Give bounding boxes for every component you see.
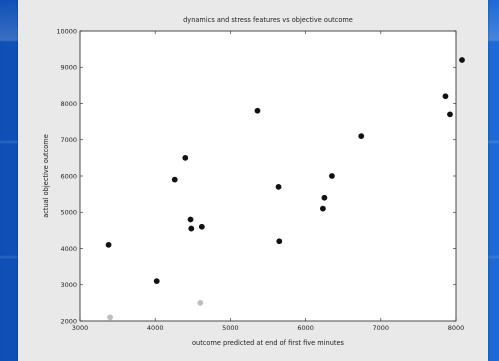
data-point	[447, 111, 453, 118]
axes: 3000 4000 5000 6000 7000 80002000300040005000…	[56, 27, 464, 332]
x-axis-label: outcome predicted at end of first five m…	[192, 339, 345, 347]
data-point	[105, 241, 112, 248]
x-tick-label: 8000	[448, 324, 465, 332]
data-point	[153, 278, 160, 285]
data-point	[188, 225, 195, 232]
x-tick-label: 4000	[147, 324, 164, 332]
plot-area	[80, 31, 456, 321]
y-tick-label: 6000	[60, 172, 77, 180]
data-point	[442, 93, 449, 100]
x-tick-label: 7000	[373, 324, 390, 332]
x-tick-label: 6000	[297, 324, 314, 332]
data-points	[105, 57, 465, 321]
scatter-chart: dynamics and stress features vs objectiv…	[42, 16, 465, 347]
data-point	[459, 57, 465, 63]
y-tick-label: 10000	[56, 27, 77, 35]
data-point	[197, 299, 204, 306]
y-tick-label: 9000	[60, 64, 77, 72]
data-point	[319, 205, 326, 212]
data-point	[187, 216, 194, 223]
x-tick-label: 3000	[72, 324, 89, 332]
y-tick-label: 4000	[60, 245, 77, 253]
figure-panel: dynamics and stress features vs objectiv…	[18, 0, 488, 361]
data-point	[107, 314, 113, 321]
y-tick-label: 2000	[60, 317, 77, 325]
data-point	[182, 154, 189, 161]
data-point	[171, 176, 178, 183]
data-point	[254, 107, 261, 114]
data-point	[276, 238, 283, 245]
y-tick-label: 8000	[60, 100, 77, 108]
data-point	[358, 133, 365, 140]
data-point	[198, 223, 205, 230]
y-tick-label: 3000	[60, 281, 77, 289]
data-point	[321, 194, 328, 201]
y-tick-label: 5000	[60, 209, 77, 217]
chart-title: dynamics and stress features vs objectiv…	[183, 16, 353, 24]
data-point	[275, 183, 282, 190]
y-axis-label: actual objective outcome	[42, 134, 50, 218]
x-tick-label: 5000	[222, 324, 239, 332]
data-point	[329, 173, 335, 179]
y-tick-label: 7000	[60, 136, 77, 144]
